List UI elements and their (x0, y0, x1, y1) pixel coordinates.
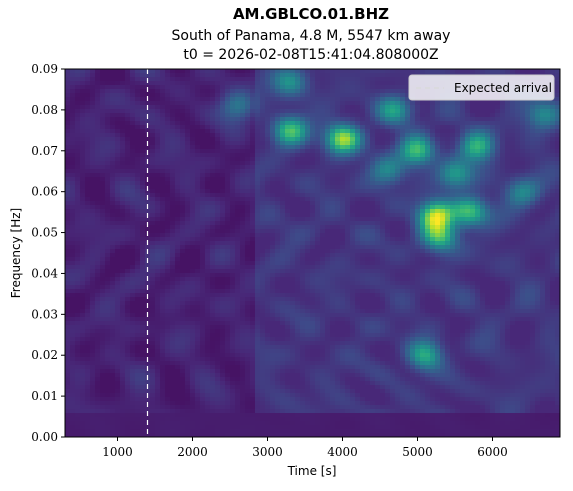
y-tick-label: 0.09 (31, 62, 58, 76)
x-tick-label: 5000 (402, 445, 433, 459)
chart-subtitle-time: t0 = 2026-02-08T15:41:04.808000Z (183, 47, 438, 63)
x-tick-label: 3000 (252, 445, 283, 459)
y-axis: 0.00 0.01 0.02 0.03 0.04 0.05 0.06 0.07 0.08 0.09 (31, 62, 65, 444)
x-tick-label: 2000 (177, 445, 208, 459)
y-tick-label: 0.02 (31, 348, 58, 362)
y-tick-label: 0.04 (31, 266, 58, 280)
legend-label: Expected arrival (454, 81, 552, 95)
y-tick-label: 0.05 (31, 226, 58, 240)
x-tick-label: 6000 (477, 445, 508, 459)
y-tick-label: 0.01 (31, 389, 58, 403)
x-tick-label: 1000 (102, 445, 133, 459)
x-axis: 1000 2000 3000 4000 5000 6000 (102, 437, 508, 459)
plot-frame (64, 68, 561, 438)
y-axis-label: Frequency [Hz] (9, 208, 23, 299)
chart-title: AM.GBLCO.01.BHZ (233, 5, 389, 23)
spectrogram-heatmap (65, 69, 560, 437)
chart-subtitle: South of Panama, 4.8 M, 5547 km away (172, 28, 451, 44)
y-tick-label: 0.03 (31, 307, 58, 321)
x-tick-label: 4000 (327, 445, 358, 459)
y-tick-label: 0.08 (31, 103, 58, 117)
y-tick-label: 0.00 (31, 430, 58, 444)
y-tick-label: 0.07 (31, 144, 58, 158)
legend: Expected arrival (408, 74, 555, 101)
legend-box (408, 74, 555, 101)
x-axis-label: Time [s] (287, 464, 337, 478)
y-tick-label: 0.06 (31, 185, 58, 199)
